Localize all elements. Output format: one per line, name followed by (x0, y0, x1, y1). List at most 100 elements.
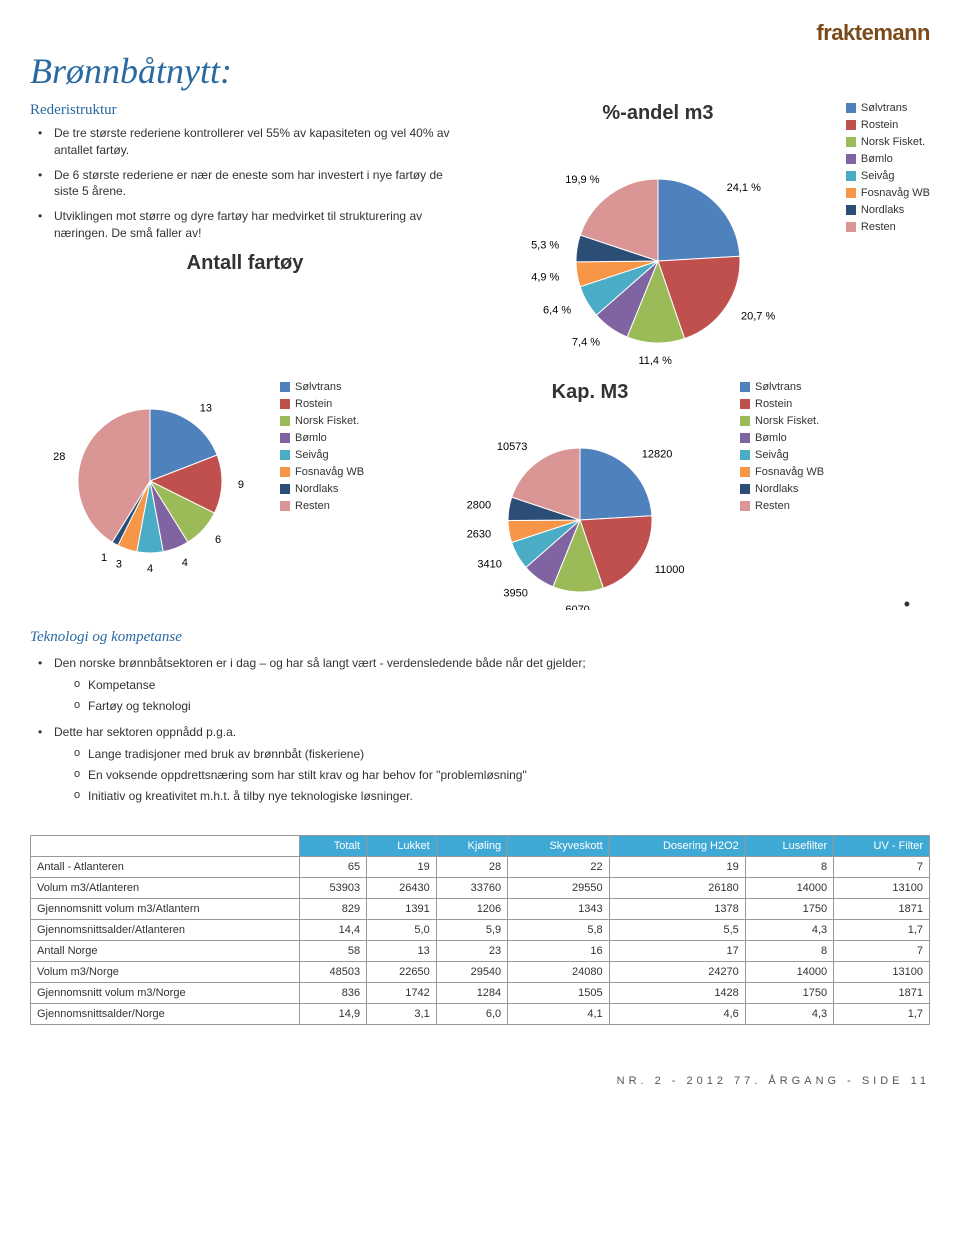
table-cell: Gjennomsnitt volum m3/Atlantern (31, 899, 300, 920)
data-table: TotaltLukketKjølingSkyveskottDosering H2… (30, 835, 930, 1025)
table-row: Volum m3/Atlanteren539032643033760295502… (31, 878, 930, 899)
svg-text:13: 13 (200, 402, 212, 414)
table-cell: 829 (300, 899, 367, 920)
table-cell: 7 (834, 857, 930, 878)
chart3-title: Kap. M3 (450, 381, 730, 404)
legend-3: SølvtransRosteinNorsk Fisket.BømloSeivåg… (740, 381, 900, 512)
table-cell: 1505 (508, 983, 609, 1004)
table-cell: Antall Norge (31, 941, 300, 962)
table-cell: Gjennomsnittsalder/Norge (31, 1004, 300, 1025)
legend-row: Nordlaks (280, 483, 440, 495)
svg-text:11000: 11000 (655, 564, 685, 576)
svg-text:3950: 3950 (503, 587, 527, 599)
table-cell: 4,3 (745, 1004, 833, 1025)
table-row: Gjennomsnitt volum m3/Atlantern829139112… (31, 899, 930, 920)
table-cell: 836 (300, 983, 367, 1004)
legend-label: Fosnavåg WB (861, 187, 930, 199)
legend-label: Resten (755, 500, 790, 512)
table-cell: 1871 (834, 899, 930, 920)
svg-text:20,7 %: 20,7 % (741, 311, 775, 323)
table-cell: 1391 (367, 899, 437, 920)
legend-row: Resten (740, 500, 900, 512)
table-cell: 29540 (436, 962, 507, 983)
legend-row: Bømlo (280, 432, 440, 444)
svg-text:24,1 %: 24,1 % (727, 182, 761, 194)
table-cell: 29550 (508, 878, 609, 899)
sub-bullet: Lange tradisjoner med bruk av brønnbåt (… (74, 745, 930, 763)
legend-row: Norsk Fisket. (846, 136, 930, 148)
legend-label: Bømlo (295, 432, 327, 444)
table-header: Kjøling (436, 836, 507, 857)
legend-row: Bømlo (846, 153, 930, 165)
table-cell: Gjennomsnitt volum m3/Norge (31, 983, 300, 1004)
legend-row: Sølvtrans (740, 381, 900, 393)
table-cell: 1343 (508, 899, 609, 920)
legend-label: Norsk Fisket. (755, 415, 819, 427)
table-cell: 1742 (367, 983, 437, 1004)
table-cell: 26430 (367, 878, 437, 899)
legend-label: Fosnavåg WB (755, 466, 824, 478)
legend-label: Bømlo (755, 432, 787, 444)
legend-swatch (280, 501, 290, 511)
legend-2: SølvtransRosteinNorsk Fisket.BømloSeivåg… (280, 381, 440, 512)
table-row: Gjennomsnittsalder/Atlanteren14,45,05,95… (31, 920, 930, 941)
table-header: UV - Filter (834, 836, 930, 857)
svg-text:3: 3 (116, 558, 122, 570)
table-cell: 1750 (745, 983, 833, 1004)
table-cell: 5,5 (609, 920, 745, 941)
table-cell: 1428 (609, 983, 745, 1004)
svg-text:4: 4 (147, 563, 153, 575)
pie-kap-m3: 12820110006070395034102630280010573 (450, 410, 710, 610)
svg-text:10573: 10573 (497, 441, 528, 453)
page-footer: NR. 2 - 2012 77. ÅRGANG - SIDE 11 (30, 1075, 930, 1087)
legend-label: Seivåg (861, 170, 895, 182)
legend-swatch (846, 205, 856, 215)
page-title: Brønnbåtnytt: (30, 50, 930, 92)
table-cell: 22650 (367, 962, 437, 983)
legend-label: Rostein (755, 398, 792, 410)
legend-swatch (740, 433, 750, 443)
legend-1: SølvtransRosteinNorsk Fisket.BømloSeivåg… (846, 102, 930, 371)
table-header (31, 836, 300, 857)
table-cell: 13100 (834, 962, 930, 983)
table-cell: 16 (508, 941, 609, 962)
table-cell: 19 (609, 857, 745, 878)
svg-text:11,4 %: 11,4 % (638, 355, 672, 367)
bullet-item: De tre største rederiene kontrollerer ve… (44, 125, 460, 159)
table-cell: 14,4 (300, 920, 367, 941)
legend-label: Sølvtrans (861, 102, 907, 114)
table-cell: 1378 (609, 899, 745, 920)
brand: fraktemann (30, 20, 930, 46)
sub-bullet: En voksende oppdrettsnæring som har stil… (74, 766, 930, 784)
legend-label: Nordlaks (861, 204, 904, 216)
legend-row: Resten (280, 500, 440, 512)
table-header: Skyveskott (508, 836, 609, 857)
bullet-item: De 6 største rederiene er nær de eneste … (44, 167, 460, 201)
table-cell: 26180 (609, 878, 745, 899)
table-row: Gjennomsnitt volum m3/Norge8361742128415… (31, 983, 930, 1004)
table-cell: 8 (745, 857, 833, 878)
sub-bullet: Fartøy og teknologi (74, 697, 930, 715)
legend-label: Sølvtrans (755, 381, 801, 393)
svg-text:19,9 %: 19,9 % (565, 174, 599, 186)
table-cell: Volum m3/Norge (31, 962, 300, 983)
sub-bullet: Initiativ og kreativitet m.h.t. å tilby … (74, 787, 930, 805)
legend-swatch (846, 120, 856, 130)
legend-swatch (280, 450, 290, 460)
table-cell: Gjennomsnittsalder/Atlanteren (31, 920, 300, 941)
svg-text:3410: 3410 (477, 559, 501, 571)
legend-swatch (280, 399, 290, 409)
legend-label: Resten (861, 221, 896, 233)
legend-row: Nordlaks (846, 204, 930, 216)
svg-text:12820: 12820 (642, 448, 673, 460)
svg-text:4,9 %: 4,9 % (531, 271, 559, 283)
legend-swatch (280, 433, 290, 443)
table-cell: 5,0 (367, 920, 437, 941)
legend-swatch (846, 137, 856, 147)
table-cell: Volum m3/Atlanteren (31, 878, 300, 899)
legend-row: Resten (846, 221, 930, 233)
subhead-rederistruktur: Rederistruktur (30, 102, 460, 119)
table-cell: 58 (300, 941, 367, 962)
table-cell: 33760 (436, 878, 507, 899)
svg-text:7,4 %: 7,4 % (572, 336, 600, 348)
